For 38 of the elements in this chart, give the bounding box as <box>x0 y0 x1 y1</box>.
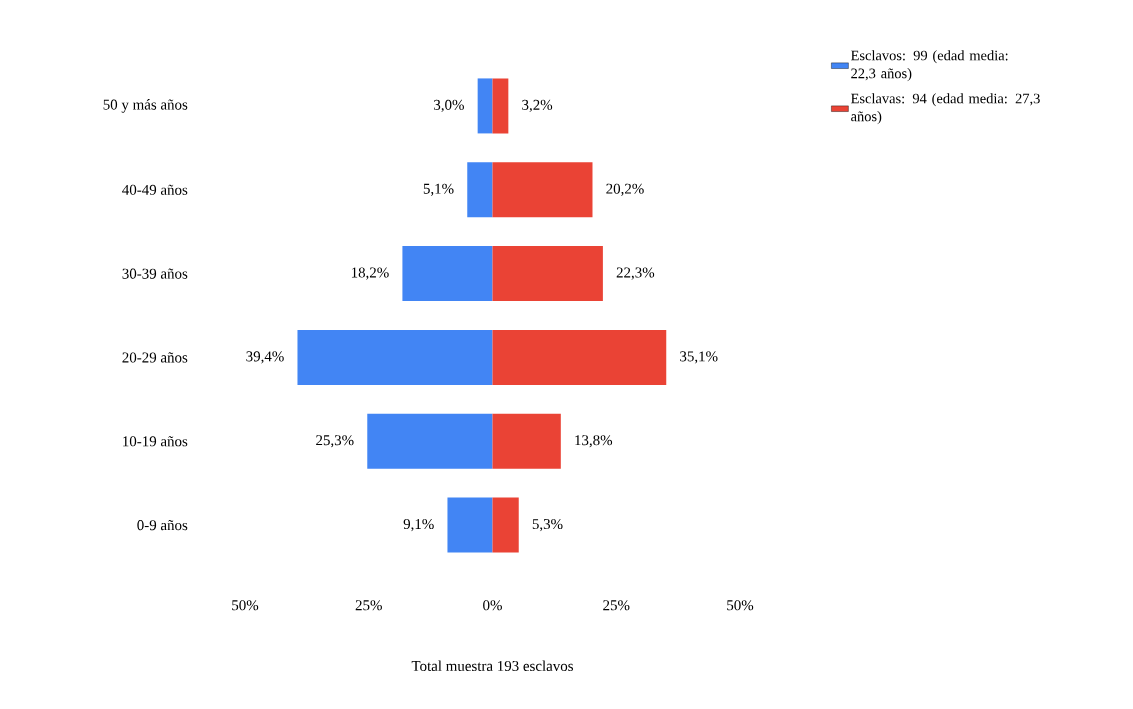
data-label: 35,1% <box>680 351 718 364</box>
data-label: 13,8% <box>575 435 613 448</box>
bar <box>367 413 493 469</box>
data-label: 25,3% <box>316 435 354 448</box>
x-tick-label: 50% <box>232 600 259 611</box>
y-tick-label: 40-49 años <box>122 184 188 195</box>
data-label: 20,2% <box>606 183 644 196</box>
data-label: 22,3% <box>616 267 655 280</box>
y-tick-label: 10-19 años <box>123 436 188 447</box>
x-tick-label: 0% <box>483 600 502 611</box>
data-label: 3,0% <box>434 99 464 113</box>
y-tick-label: 50 y más años <box>103 99 188 113</box>
x-tick-label: 25% <box>603 600 630 611</box>
data-label: 39,4% <box>246 351 284 364</box>
y-tick-label: 30-39 años <box>122 268 188 279</box>
y-tick-label: 20-29 años <box>122 352 188 363</box>
bar <box>402 246 493 302</box>
bar <box>447 497 493 553</box>
x-tick-label: 25% <box>355 600 382 611</box>
bar <box>492 78 509 134</box>
y-tick-label: 0-9 años <box>137 519 188 531</box>
data-label: 5,1% <box>423 183 454 196</box>
x-axis-title: Total muestra 193 esclavos <box>411 660 573 671</box>
bar <box>492 246 603 302</box>
data-label: 3,2% <box>522 99 553 113</box>
data-label: 9,1% <box>403 518 434 532</box>
bar <box>297 329 493 385</box>
bar <box>492 329 667 385</box>
data-label: 5,3% <box>532 518 563 532</box>
legend-label: Esclavos: 99 (edad media: 22,3 años) <box>851 50 1008 82</box>
legend-label: Esclavas: 94 (edad media: 27,3 años) <box>851 93 1040 125</box>
bar <box>492 413 561 469</box>
x-tick-label: 50% <box>727 600 754 611</box>
bar <box>492 497 519 553</box>
bar <box>467 162 493 218</box>
bar <box>492 162 593 218</box>
bar <box>477 78 493 134</box>
data-label: 18,2% <box>351 267 389 280</box>
